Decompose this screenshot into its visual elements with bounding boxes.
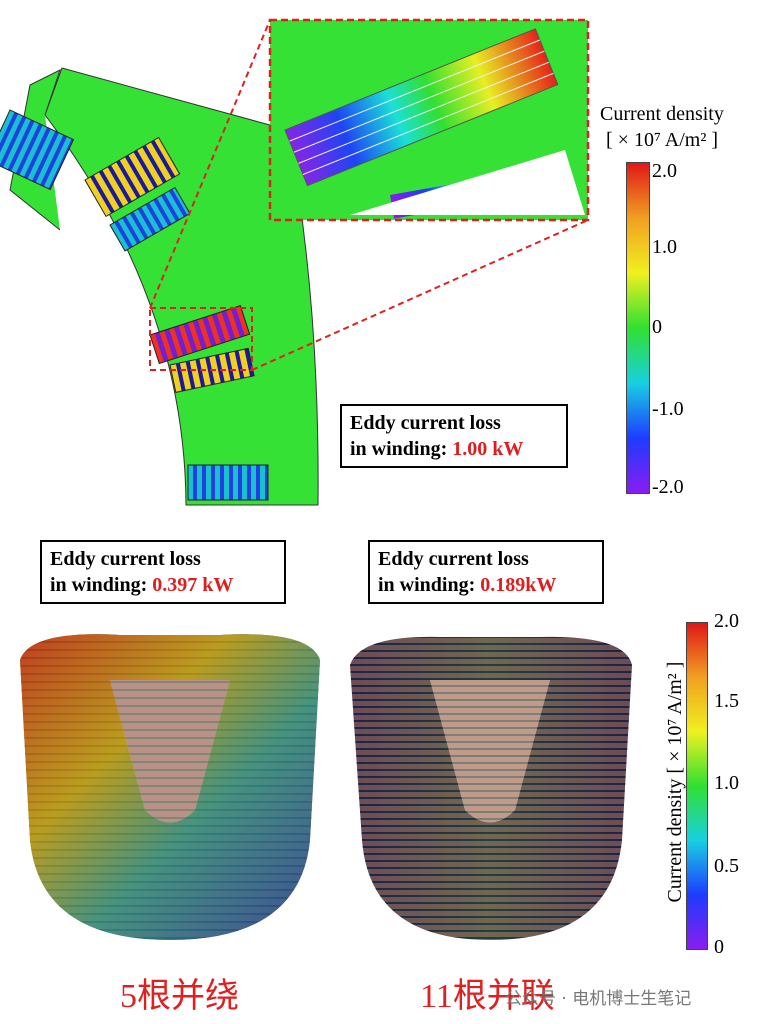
slot-winding-4 bbox=[149, 305, 251, 365]
top-legend-title-line1: Current density bbox=[600, 103, 724, 125]
slot-winding-2 bbox=[84, 136, 181, 218]
top-tick-1.0: 1.0 bbox=[652, 236, 677, 258]
top-colorbar bbox=[626, 162, 650, 494]
top-tick-minus-2.0: -2.0 bbox=[652, 476, 684, 498]
top-loss-line2: in winding: 1.00 kW bbox=[350, 438, 524, 460]
winding-3d-11-parallel bbox=[350, 636, 632, 940]
bottom-tick-1.5: 1.5 bbox=[714, 690, 739, 712]
right-loss-box: Eddy current loss in winding: 0.189kW bbox=[368, 540, 604, 604]
stator-field-plot bbox=[0, 18, 590, 506]
left-loss-line1: Eddy current loss bbox=[50, 548, 201, 570]
bottom-tick-0: 0 bbox=[714, 936, 724, 958]
right-loss-line2: in winding: 0.189kW bbox=[378, 574, 557, 596]
bottom-tick-1.0: 1.0 bbox=[714, 772, 739, 794]
label-11-parallel: 11根并联 bbox=[420, 978, 555, 1015]
left-loss-line2: in winding: 0.397 kW bbox=[50, 574, 234, 596]
right-loss-line1: Eddy current loss bbox=[378, 548, 529, 570]
top-tick-2.0: 2.0 bbox=[652, 160, 677, 182]
winding-3d-5-strand bbox=[20, 634, 320, 940]
top-tick-0: 0 bbox=[652, 316, 662, 338]
top-tick-minus-1.0: -1.0 bbox=[652, 398, 684, 420]
bottom-tick-0.5: 0.5 bbox=[714, 855, 739, 877]
bottom-legend-title: Current density [ × 10⁷ A/m² ] bbox=[664, 661, 686, 903]
label-5-strand: 5根并绕 bbox=[120, 978, 239, 1015]
slot-winding-6 bbox=[187, 464, 269, 501]
slot-winding-3 bbox=[109, 186, 191, 252]
bottom-colorbar bbox=[686, 622, 708, 950]
zoom-inset bbox=[268, 18, 590, 222]
zoom-selection-box bbox=[149, 307, 253, 371]
top-loss-line1: Eddy current loss bbox=[350, 412, 501, 434]
watermark: 公众号 · 电机博士生笔记 bbox=[505, 989, 692, 1009]
left-loss-box: Eddy current loss in winding: 0.397 kW bbox=[40, 540, 286, 604]
top-legend-title-line2: [ × 10⁷ A/m² ] bbox=[606, 129, 719, 151]
top-loss-box: Eddy current loss in winding: 1.00 kW bbox=[340, 404, 568, 468]
bottom-tick-2.0: 2.0 bbox=[714, 610, 739, 632]
slot-winding-1 bbox=[0, 109, 75, 191]
